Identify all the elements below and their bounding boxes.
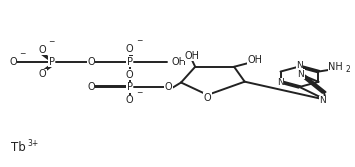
- Text: O: O: [87, 82, 95, 93]
- Text: O: O: [87, 57, 95, 67]
- Text: P: P: [127, 82, 133, 93]
- Text: O: O: [38, 69, 46, 79]
- Text: O: O: [126, 95, 133, 105]
- Text: −: −: [136, 88, 142, 97]
- Text: −: −: [49, 37, 55, 46]
- Text: P: P: [127, 57, 133, 67]
- Text: OH: OH: [171, 57, 186, 67]
- Text: O: O: [126, 44, 133, 54]
- Text: O: O: [38, 45, 46, 55]
- Text: N: N: [277, 78, 284, 87]
- Text: 2: 2: [345, 65, 350, 74]
- Text: P: P: [49, 57, 55, 67]
- Text: 3+: 3+: [27, 139, 38, 148]
- Text: OH: OH: [184, 51, 199, 61]
- Text: OH: OH: [248, 55, 263, 65]
- Text: N: N: [296, 61, 303, 70]
- Text: O: O: [165, 82, 173, 93]
- Text: −: −: [20, 49, 26, 58]
- Text: NH: NH: [328, 62, 343, 72]
- Text: N: N: [297, 70, 304, 79]
- Text: O: O: [126, 70, 133, 80]
- Text: Tb: Tb: [11, 141, 26, 154]
- Text: −: −: [136, 37, 142, 46]
- Text: O: O: [204, 93, 211, 103]
- Text: O: O: [9, 57, 17, 67]
- Text: N: N: [320, 96, 326, 105]
